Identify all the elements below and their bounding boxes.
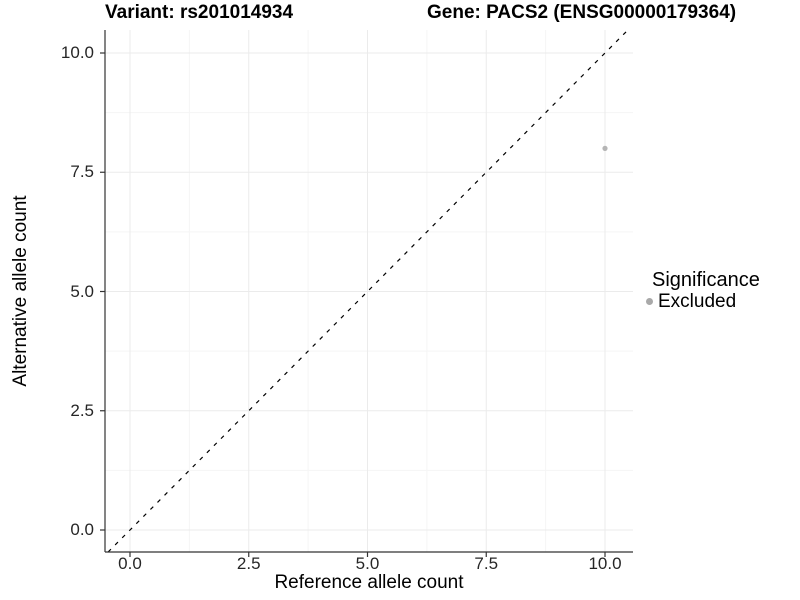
identity-dashed-line xyxy=(107,29,629,553)
y-tick-label: 10.0 xyxy=(60,43,94,62)
legend-entry-excluded: Excluded xyxy=(643,292,760,311)
y-tick-label: 2.5 xyxy=(70,400,94,420)
legend-entry-label: Excluded xyxy=(658,291,737,312)
y-tick-label: 7.5 xyxy=(70,162,94,182)
x-axis-title: Reference allele count xyxy=(274,572,464,593)
variant-title: Variant: rs201014934 xyxy=(105,2,294,23)
legend: Significance Excluded xyxy=(643,270,760,311)
x-tick-label: 10.0 xyxy=(588,554,622,573)
legend-key-dot-icon xyxy=(645,298,653,305)
y-tick-label: 0.0 xyxy=(70,520,94,539)
y-axis-title: Alternative allele count xyxy=(10,195,31,387)
data-point xyxy=(602,145,608,151)
x-tick-label: 5.0 xyxy=(355,554,380,573)
y-tick-label: 5.0 xyxy=(70,281,94,301)
legend-title: Significance xyxy=(652,269,760,291)
x-tick-label: 7.5 xyxy=(474,554,499,573)
x-tick-label: 0.0 xyxy=(118,554,142,573)
legend-key xyxy=(643,298,655,305)
x-tick-label: 2.5 xyxy=(236,554,261,573)
gene-title: Gene: PACS2 (ENSG00000179364) xyxy=(427,2,737,23)
